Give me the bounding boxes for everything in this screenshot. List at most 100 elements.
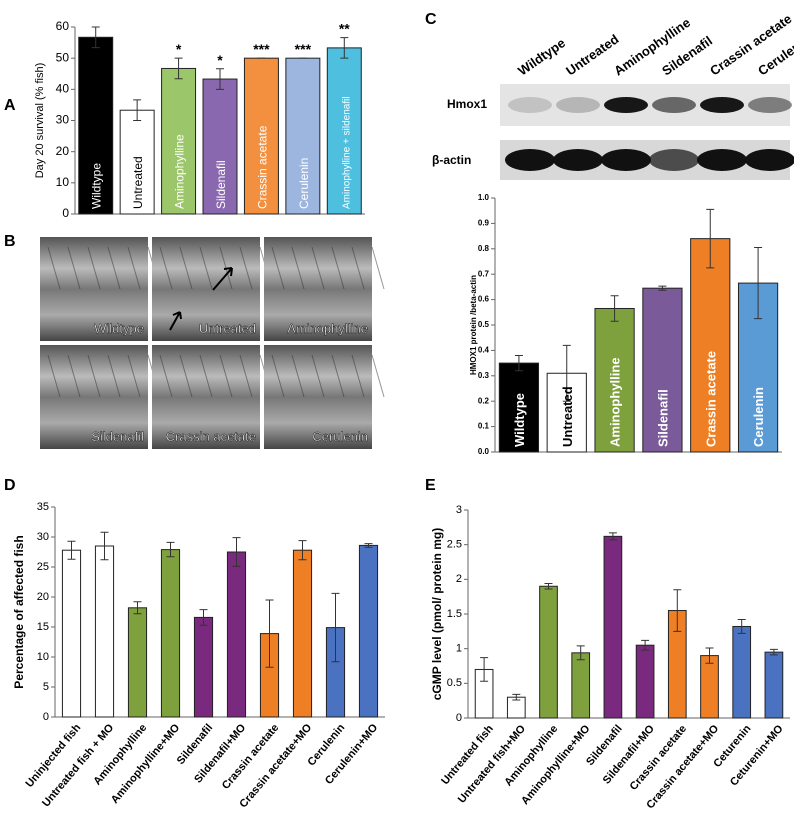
panel-letter: E (425, 477, 436, 494)
error-bar (340, 37, 349, 59)
myoseptum (159, 246, 173, 290)
band (553, 149, 603, 171)
y-tick-label: 0.6 (478, 295, 490, 304)
error-bar (265, 599, 274, 668)
image-label: Cerulenin (312, 429, 368, 444)
error-bar (658, 285, 667, 291)
y-tick-label: 30 (56, 113, 70, 127)
bar (202, 78, 238, 215)
y-tick-label: 10 (37, 651, 49, 663)
error-bar (769, 648, 778, 656)
myoseptum (179, 354, 193, 398)
bar (571, 652, 591, 719)
myoseptum (87, 246, 101, 290)
y-tick-label: 3 (456, 504, 462, 516)
y-tick-label: 10 (56, 175, 70, 189)
panel-letter: C (425, 11, 437, 28)
bar (690, 238, 731, 453)
y-tick-label: 25 (37, 561, 49, 573)
bar (285, 57, 321, 215)
myoseptum (107, 246, 121, 290)
myoseptum (239, 246, 253, 290)
category-label: Crassin acetate (703, 351, 718, 447)
y-tick-label: 0 (456, 712, 462, 724)
category-label: Sildenafil (655, 389, 670, 447)
category-label: Crassin acetate (255, 125, 269, 209)
bar (94, 545, 115, 718)
myoseptum (311, 246, 325, 290)
y-tick-label: 35 (37, 501, 49, 513)
y-tick-label: 1 (456, 643, 462, 655)
myoseptum (219, 354, 233, 398)
error-bar (562, 344, 571, 402)
bar (358, 544, 379, 718)
category-label: Aminophylline (608, 357, 623, 447)
myoseptum (371, 246, 385, 290)
myoseptum (87, 354, 101, 398)
myoseptum (371, 354, 385, 398)
y-tick-label: 20 (37, 591, 49, 603)
bar (193, 616, 214, 718)
error-bar (512, 693, 521, 701)
myoseptum (291, 354, 305, 398)
myoseptum (311, 354, 325, 398)
western-blot: C Hmox1 β-actin WildtypeUntreatedAminoph… (425, 11, 794, 180)
band (649, 149, 699, 171)
error-bar (67, 540, 76, 560)
y-tick-label: 0.7 (478, 269, 490, 278)
bar (160, 549, 181, 718)
error-bar (576, 645, 585, 661)
error-bar (199, 609, 208, 626)
lane-label: Crassin acetate (707, 11, 794, 78)
y-axis-label: cGMP level (pmol/ protein mg) (430, 528, 444, 700)
bar (603, 535, 623, 719)
panel-letter: A (4, 97, 16, 114)
myoseptum (239, 354, 253, 398)
category-label: Aminophylline (173, 134, 187, 209)
y-axis-label: Percentage of affected fish (12, 535, 26, 688)
error-bar (216, 68, 224, 90)
band (556, 97, 600, 113)
error-bar (133, 99, 142, 121)
bar (326, 47, 362, 215)
bar (119, 109, 155, 215)
myoseptum (47, 354, 61, 398)
myoseptum (291, 246, 305, 290)
y-tick-label: 50 (56, 50, 70, 64)
error-bar (298, 540, 307, 561)
y-tick-label: 0.5 (447, 677, 462, 689)
myoseptum (331, 246, 345, 290)
myoseptum (47, 246, 61, 290)
category-label: Wildtype (512, 393, 527, 447)
blot-row-label: β-actin (432, 153, 471, 167)
myoseptum (127, 246, 141, 290)
y-tick-label: 5 (43, 681, 49, 693)
y-tick-label: 0.5 (478, 320, 490, 329)
myoseptum (271, 354, 285, 398)
y-tick-label: 0.2 (478, 396, 490, 405)
category-label: Aminophylline + sildenafil (341, 96, 352, 209)
y-axis-label: Day 20 survival (% fish) (34, 63, 46, 179)
error-bar (480, 657, 489, 682)
error-bar (641, 639, 650, 651)
bar (61, 549, 82, 718)
error-bar (174, 57, 183, 80)
y-tick-label: 15 (37, 621, 49, 633)
band (748, 97, 792, 113)
significance: * (176, 41, 182, 57)
error-bar (737, 619, 746, 634)
image-label: Wildtype (94, 321, 144, 336)
x-tick-label: Crassin acetate (628, 723, 689, 793)
bar (737, 282, 779, 453)
bar-chart: D Percentage of affected fish 0 5 10 15 20 25 30… (4, 477, 385, 810)
bar (498, 362, 540, 453)
y-tick-label: 0.8 (478, 244, 490, 253)
significance: * (217, 52, 223, 68)
bar (700, 655, 719, 719)
bar (127, 607, 148, 718)
bar (292, 549, 313, 718)
category-label: Cerulenin (297, 158, 311, 209)
y-tick-label: 0.1 (478, 422, 490, 431)
band (697, 149, 747, 171)
